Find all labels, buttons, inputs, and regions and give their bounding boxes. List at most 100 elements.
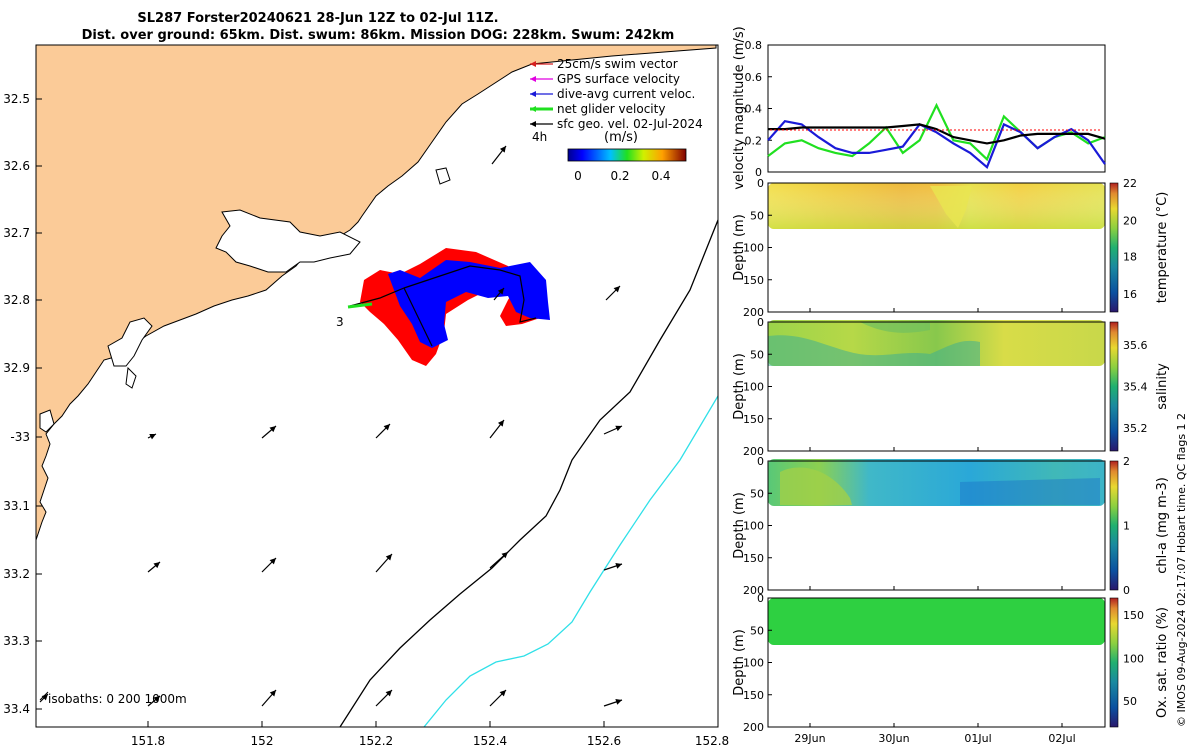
- velocity-vector-arrow: [147, 695, 161, 707]
- depth-tick-label: 100: [743, 657, 764, 670]
- map-x-tick-label: 152.2: [359, 734, 393, 748]
- depth-tick-label: 100: [743, 381, 764, 394]
- velocity-vector-arrow: [489, 551, 509, 569]
- section-colorbar: [1109, 460, 1119, 591]
- colorbar-tick: 0.4: [651, 169, 670, 183]
- map-y-tick-label: 33.3: [3, 634, 30, 648]
- isobath-1000: [423, 395, 718, 727]
- colorbar-label: chl-a (mg m-3): [1155, 477, 1170, 574]
- temperature-depth-shading: [768, 183, 1105, 229]
- velocity-panel: 0 0.2 0.4 0.6 0.8 velocity magnitude (m/s): [732, 26, 1106, 190]
- depth-axis-label: Depth (m): [732, 214, 747, 281]
- depth-tick-label: 0: [757, 592, 764, 605]
- legend-scale-label: 4h: [532, 130, 547, 144]
- isobath-legend-arrow: [39, 691, 49, 701]
- isobath-200: [339, 219, 718, 727]
- map-x-tick-label: 152.4: [473, 734, 507, 748]
- velocity-vector-arrow: [261, 557, 277, 573]
- section-colorbar: [1109, 597, 1119, 728]
- velocity-vector-arrow: [375, 553, 393, 573]
- land-mass: [36, 45, 717, 541]
- map-x-tick-label: 152.8: [695, 734, 729, 748]
- depth-tick-label: 150: [743, 689, 764, 702]
- map-y-tick-label: 32.9: [3, 361, 30, 375]
- colorbar-tick-label: 150: [1123, 609, 1144, 622]
- colorbar-tick-label: 1: [1123, 520, 1130, 533]
- legend-swatch-head: [530, 121, 536, 127]
- legend-label: GPS surface velocity: [557, 72, 680, 86]
- depth-tick-label: 50: [750, 624, 764, 637]
- map-y-tick-label: 32.8: [3, 293, 30, 307]
- geo-velocity-vectors: [39, 145, 623, 707]
- depth-axis-label: Depth (m): [732, 353, 747, 420]
- velocity-vector-arrow: [491, 145, 507, 165]
- lake: [39, 409, 55, 433]
- speed-colorbar: [567, 148, 687, 162]
- depth-axis-label: Depth (m): [732, 492, 747, 559]
- depth-tick-label: 200: [743, 306, 764, 319]
- velocity-vector-arrow: [489, 689, 507, 707]
- velocity-vector-arrow: [493, 287, 505, 301]
- map-x-tick-label: 152.6: [587, 734, 621, 748]
- depth-tick-label: 150: [743, 413, 764, 426]
- legend-swatch-head: [530, 91, 536, 97]
- velocity-line-sfc-geo-vel: [768, 123, 1106, 145]
- velocity-y-axis: 0 0.2 0.4 0.6 0.8: [745, 39, 772, 179]
- depth-tick-label: 150: [743, 274, 764, 287]
- salinity-feature: [860, 322, 930, 333]
- legend-label: net glider velocity: [557, 102, 665, 116]
- lake: [107, 317, 153, 367]
- velocity-vector-arrow: [603, 563, 623, 571]
- colorbar-tick-label: 35.4: [1123, 381, 1148, 394]
- velocity-vector-arrow: [375, 423, 391, 439]
- velocity-series: [767, 102, 1106, 170]
- lake: [125, 366, 137, 389]
- map-y-tick-label: 32.6: [3, 159, 30, 173]
- figure-title-line2: Dist. over ground: 65km. Dist. swum: 86k…: [82, 28, 675, 43]
- lake: [215, 209, 361, 273]
- legend-label: 25cm/s swim vector: [557, 57, 678, 71]
- colorbar-tick-label: 0: [1123, 584, 1130, 597]
- map-axes-frame: [35, 44, 719, 728]
- colorbar-unit: (m/s): [604, 130, 638, 145]
- map-y-axis: 32.5 32.6 32.7 32.8 32.9 -33 33.1 33.2 33.3 33.4: [3, 92, 42, 716]
- map-x-tick-label: 152: [251, 734, 274, 748]
- colorbar-tick-label: 100: [1123, 653, 1144, 666]
- track-swath-blue: [388, 260, 550, 348]
- velocity-y-tick-label: 0.2: [745, 134, 763, 147]
- map-y-tick-label: 32.5: [3, 92, 30, 106]
- chlorophyll-feature: [960, 478, 1100, 505]
- velocity-y-tick-label: 0.4: [745, 103, 763, 116]
- colorbar-label: temperature (°C): [1155, 192, 1170, 304]
- depth-tick-label: 0: [757, 316, 764, 329]
- velocity-vector-arrow: [261, 689, 277, 707]
- velocity-vector-arrow: [147, 561, 161, 573]
- colorbar-tick-label: 35.6: [1123, 339, 1148, 352]
- figure-title-line1: SL287 Forster20240621 28-Jun 12Z to 02-J…: [137, 11, 498, 26]
- track-label: 3: [336, 315, 344, 329]
- map-y-tick-label: 32.7: [3, 226, 30, 240]
- time-tick-label: 01Jul: [964, 732, 991, 745]
- depth-tick-label: 50: [750, 209, 764, 222]
- temperature-feature: [930, 186, 972, 228]
- oxygen-depth-shading: [768, 598, 1105, 645]
- colorbar-label: Ox. sat. ratio (%): [1155, 607, 1170, 718]
- colorbar-tick-label: 20: [1123, 214, 1137, 227]
- map-x-tick-label: 151.8: [131, 734, 165, 748]
- velocity-y-tick-label: 0: [755, 166, 762, 179]
- section-colorbar: [1109, 182, 1119, 313]
- map-panel: 3 151.8 152 152.2 152.4 152.6 152.8 32.5 32.6 3…: [3, 44, 729, 748]
- colorbar-tick-label: 35.2: [1123, 422, 1148, 435]
- velocity-vector-arrow: [147, 433, 157, 440]
- depth-tick-label: 0: [757, 455, 764, 468]
- track-centerline: [349, 265, 537, 347]
- velocity-vector-arrow: [261, 425, 277, 439]
- temperature-section: [768, 183, 1105, 229]
- depth-tick-label: 150: [743, 552, 764, 565]
- colorbar-tick-label: 22: [1123, 177, 1137, 190]
- section-axes-2: 0 50 100 150 200 Depth (m) 0 1 2 chl-a (mg m-3): [732, 455, 1170, 597]
- legend-label: dive-avg current veloc.: [557, 87, 695, 101]
